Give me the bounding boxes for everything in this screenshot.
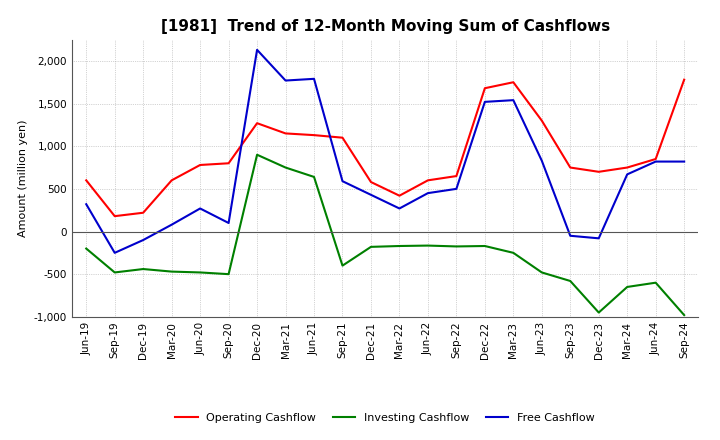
Investing Cashflow <box>509 250 518 256</box>
Free Cashflow <box>82 202 91 207</box>
Operating Cashflow <box>110 213 119 219</box>
Operating Cashflow <box>680 77 688 82</box>
Line: Operating Cashflow: Operating Cashflow <box>86 80 684 216</box>
Investing Cashflow <box>366 244 375 249</box>
Free Cashflow <box>253 47 261 52</box>
Operating Cashflow <box>652 156 660 161</box>
Investing Cashflow <box>452 244 461 249</box>
Operating Cashflow <box>452 173 461 179</box>
Free Cashflow <box>395 206 404 211</box>
Line: Investing Cashflow: Investing Cashflow <box>86 155 684 315</box>
Investing Cashflow <box>82 246 91 251</box>
Free Cashflow <box>537 158 546 163</box>
Free Cashflow <box>139 238 148 243</box>
Free Cashflow <box>623 172 631 177</box>
Operating Cashflow <box>480 85 489 91</box>
Operating Cashflow <box>253 121 261 126</box>
Y-axis label: Amount (million yen): Amount (million yen) <box>18 119 28 237</box>
Title: [1981]  Trend of 12-Month Moving Sum of Cashflows: [1981] Trend of 12-Month Moving Sum of C… <box>161 19 610 34</box>
Line: Free Cashflow: Free Cashflow <box>86 50 684 253</box>
Investing Cashflow <box>282 165 290 170</box>
Operating Cashflow <box>282 131 290 136</box>
Operating Cashflow <box>139 210 148 216</box>
Investing Cashflow <box>196 270 204 275</box>
Investing Cashflow <box>139 266 148 271</box>
Free Cashflow <box>366 192 375 198</box>
Free Cashflow <box>167 222 176 227</box>
Operating Cashflow <box>623 165 631 170</box>
Free Cashflow <box>480 99 489 105</box>
Free Cashflow <box>566 233 575 238</box>
Operating Cashflow <box>423 178 432 183</box>
Free Cashflow <box>452 186 461 191</box>
Investing Cashflow <box>110 270 119 275</box>
Operating Cashflow <box>196 162 204 168</box>
Investing Cashflow <box>310 174 318 180</box>
Operating Cashflow <box>395 193 404 198</box>
Operating Cashflow <box>366 180 375 185</box>
Investing Cashflow <box>253 152 261 158</box>
Free Cashflow <box>595 236 603 241</box>
Operating Cashflow <box>310 132 318 138</box>
Operating Cashflow <box>509 80 518 85</box>
Free Cashflow <box>509 98 518 103</box>
Investing Cashflow <box>566 279 575 284</box>
Free Cashflow <box>110 250 119 256</box>
Investing Cashflow <box>537 270 546 275</box>
Operating Cashflow <box>167 178 176 183</box>
Free Cashflow <box>310 76 318 81</box>
Operating Cashflow <box>566 165 575 170</box>
Investing Cashflow <box>595 310 603 315</box>
Operating Cashflow <box>595 169 603 174</box>
Investing Cashflow <box>623 284 631 290</box>
Investing Cashflow <box>167 269 176 274</box>
Free Cashflow <box>338 179 347 184</box>
Legend: Operating Cashflow, Investing Cashflow, Free Cashflow: Operating Cashflow, Investing Cashflow, … <box>171 409 600 428</box>
Investing Cashflow <box>480 243 489 249</box>
Free Cashflow <box>282 78 290 83</box>
Operating Cashflow <box>225 161 233 166</box>
Operating Cashflow <box>82 178 91 183</box>
Investing Cashflow <box>423 243 432 248</box>
Investing Cashflow <box>652 280 660 285</box>
Investing Cashflow <box>395 243 404 249</box>
Free Cashflow <box>196 206 204 211</box>
Investing Cashflow <box>680 312 688 318</box>
Investing Cashflow <box>338 263 347 268</box>
Free Cashflow <box>225 220 233 226</box>
Operating Cashflow <box>338 135 347 140</box>
Free Cashflow <box>680 159 688 164</box>
Free Cashflow <box>652 159 660 164</box>
Free Cashflow <box>423 191 432 196</box>
Investing Cashflow <box>225 271 233 277</box>
Operating Cashflow <box>537 118 546 123</box>
